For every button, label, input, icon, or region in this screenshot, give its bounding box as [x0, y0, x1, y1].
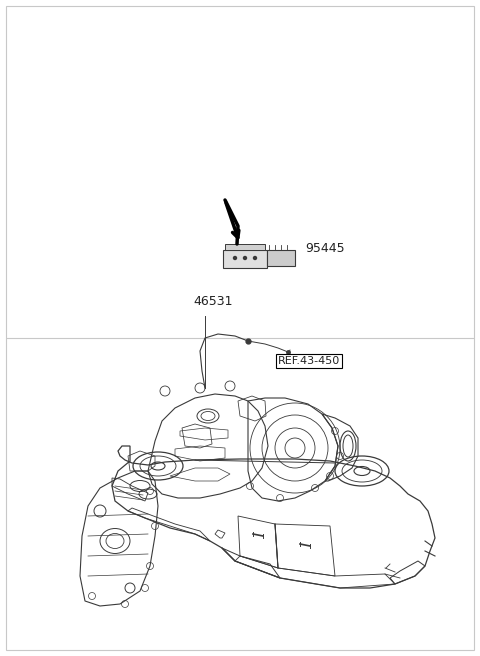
- Text: REF.43-450: REF.43-450: [278, 356, 340, 366]
- Text: 95445: 95445: [305, 241, 345, 255]
- Text: 46531: 46531: [193, 295, 233, 308]
- Circle shape: [233, 256, 237, 260]
- Bar: [267, 250, 295, 266]
- Circle shape: [243, 256, 247, 260]
- Bar: [225, 244, 265, 250]
- Circle shape: [253, 256, 256, 260]
- Bar: [223, 250, 267, 268]
